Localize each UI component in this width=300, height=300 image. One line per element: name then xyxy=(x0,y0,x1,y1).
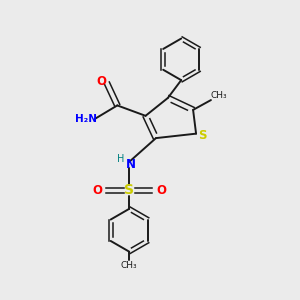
Text: N: N xyxy=(126,158,136,171)
Text: S: S xyxy=(124,183,134,197)
Text: CH₃: CH₃ xyxy=(121,261,137,270)
Text: O: O xyxy=(156,184,166,196)
Text: O: O xyxy=(97,75,106,88)
Text: CH₃: CH₃ xyxy=(210,91,227,100)
Text: H₂N: H₂N xyxy=(75,114,97,124)
Text: O: O xyxy=(92,184,102,196)
Text: S: S xyxy=(198,129,207,142)
Text: H: H xyxy=(117,154,124,164)
